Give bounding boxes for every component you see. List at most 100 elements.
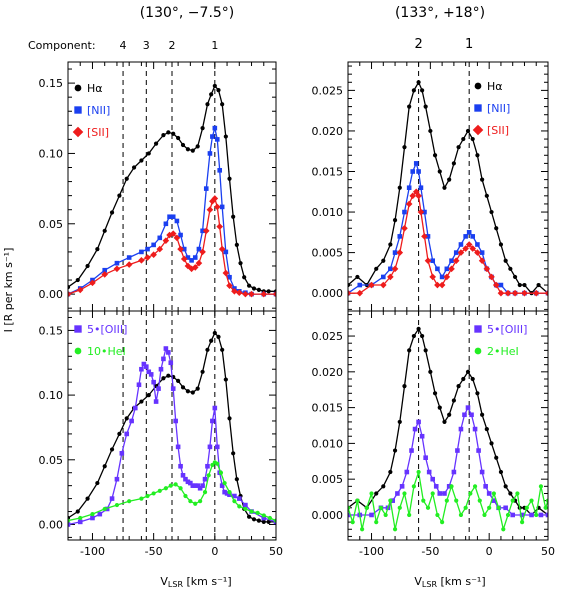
data-point <box>256 518 261 523</box>
data-point <box>482 512 487 518</box>
data-point <box>416 169 421 174</box>
data-point <box>214 137 220 142</box>
data-point <box>401 224 408 232</box>
data-point <box>435 266 440 272</box>
legend-label: [SII] <box>87 126 109 139</box>
data-point <box>421 233 428 240</box>
data-point <box>462 245 469 252</box>
data-point <box>222 489 227 495</box>
data-point <box>532 289 540 297</box>
data-point <box>127 499 132 504</box>
data-point <box>75 509 80 514</box>
data-point <box>479 250 485 255</box>
data-point <box>520 520 525 525</box>
data-point <box>150 251 157 259</box>
data-point <box>448 265 455 273</box>
data-point <box>462 412 467 418</box>
data-point <box>357 282 363 288</box>
data-point <box>238 261 243 266</box>
data-point <box>180 255 188 263</box>
data-point <box>397 185 402 190</box>
data-point <box>192 483 198 488</box>
data-point <box>396 249 404 256</box>
data-point <box>416 326 421 331</box>
y-tick-label: 0.015 <box>312 402 344 415</box>
legend-label: 5•[OIII] <box>87 323 127 336</box>
component-number: 1 <box>465 37 473 52</box>
data-point <box>348 505 351 510</box>
data-point <box>397 419 402 425</box>
data-point <box>475 242 480 247</box>
data-point <box>456 145 461 150</box>
data-point <box>437 405 442 410</box>
data-point <box>139 399 144 404</box>
data-point <box>227 176 232 181</box>
data-point <box>95 247 100 252</box>
data-point <box>124 431 130 437</box>
data-point <box>177 245 184 253</box>
data-point <box>141 361 147 367</box>
data-point <box>114 260 120 266</box>
data-point <box>388 498 393 503</box>
data-point <box>463 505 468 510</box>
data-point <box>206 206 214 214</box>
data-point <box>437 491 443 496</box>
data-point <box>501 527 506 532</box>
data-point <box>405 200 413 208</box>
data-point <box>220 102 225 107</box>
legend-marker <box>74 106 82 114</box>
data-point <box>423 455 428 461</box>
data-point <box>469 245 477 252</box>
data-point <box>522 282 527 288</box>
data-point <box>456 384 461 389</box>
data-point <box>348 282 351 288</box>
data-point <box>196 246 202 252</box>
data-point <box>113 265 121 273</box>
data-point <box>181 246 187 252</box>
data-point <box>126 255 132 260</box>
data-point <box>78 515 83 521</box>
data-point <box>109 210 115 215</box>
data-point <box>267 515 272 521</box>
data-point <box>397 234 403 239</box>
data-point <box>508 266 513 271</box>
data-point <box>212 125 218 131</box>
data-point <box>504 289 512 297</box>
data-point <box>442 185 447 190</box>
data-point <box>256 287 261 292</box>
data-point <box>85 496 90 501</box>
data-point <box>439 274 445 280</box>
data-point <box>189 258 194 263</box>
data-point <box>407 348 412 353</box>
data-point <box>451 469 457 475</box>
data-point <box>213 203 221 211</box>
data-point <box>207 151 213 156</box>
data-point <box>190 148 195 153</box>
data-point <box>251 286 257 291</box>
data-point <box>402 145 407 150</box>
data-point <box>538 512 544 518</box>
data-point <box>261 513 266 518</box>
data-point <box>451 398 456 403</box>
data-point <box>419 433 425 439</box>
data-point <box>212 330 217 336</box>
data-point <box>158 366 164 372</box>
data-point <box>486 491 492 496</box>
data-point <box>193 501 198 506</box>
data-point <box>200 126 205 131</box>
series-line <box>348 80 548 295</box>
legend-label: 5•[OIII] <box>487 323 527 336</box>
data-point <box>156 245 164 253</box>
data-point <box>101 271 109 278</box>
data-point <box>146 369 152 375</box>
data-point <box>426 469 432 475</box>
data-point <box>434 281 441 289</box>
data-point <box>163 486 168 491</box>
data-point <box>447 177 452 182</box>
data-point <box>214 444 220 450</box>
data-point <box>203 186 209 191</box>
y-tick-label: 0.005 <box>312 473 344 486</box>
data-point <box>151 242 156 248</box>
data-point <box>224 491 230 496</box>
data-point <box>251 517 257 522</box>
